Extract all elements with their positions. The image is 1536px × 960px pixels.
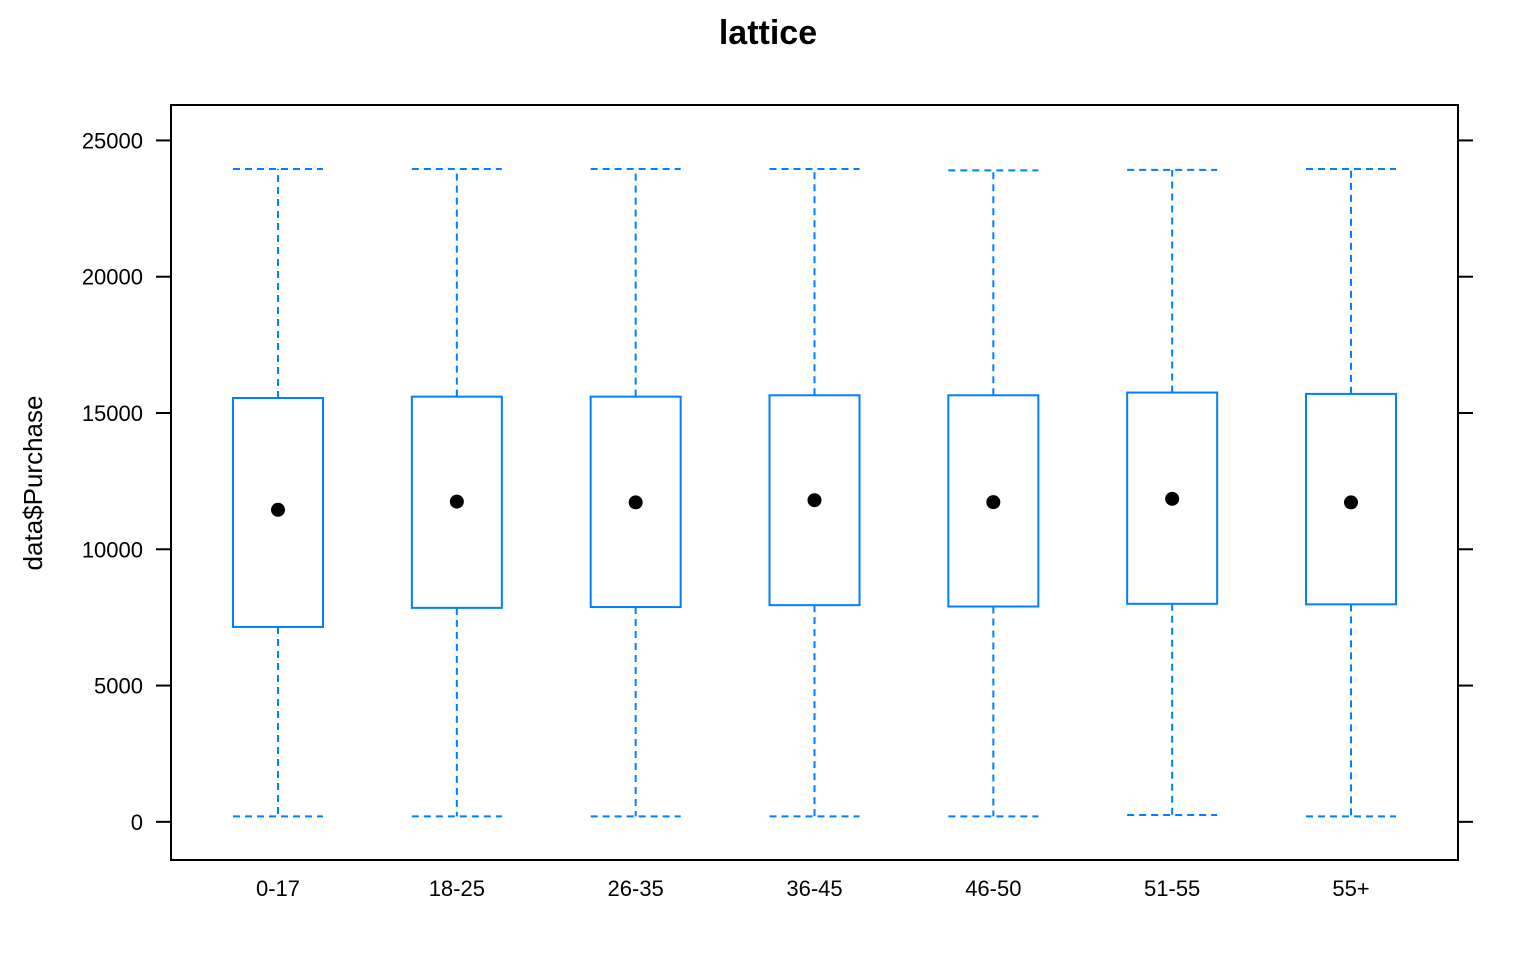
iqr-box xyxy=(589,395,682,609)
y-axis: 0 5000 10000 15000 20000 25000 xyxy=(82,128,1473,835)
iqr-box xyxy=(232,397,324,628)
x-axis: 0-17 18-25 26-35 36-45 46-50 51-55 55+ xyxy=(256,876,1370,901)
boxes-group xyxy=(232,168,1397,818)
x-tick-label: 36-45 xyxy=(786,876,842,901)
y-tick-label: 25000 xyxy=(82,128,143,153)
y-tick-label: 10000 xyxy=(82,537,143,562)
y-tick-label: 15000 xyxy=(82,401,143,426)
median-point xyxy=(1344,495,1358,510)
y-tick-label: 0 xyxy=(131,810,143,835)
median-point xyxy=(1165,491,1180,506)
median-point xyxy=(807,493,822,508)
x-tick-label: 26-35 xyxy=(608,876,664,901)
iqr-box xyxy=(1126,391,1219,605)
plot-frame xyxy=(170,104,1459,861)
x-tick-label: 51-55 xyxy=(1144,876,1200,901)
median-point xyxy=(449,494,464,509)
median-point xyxy=(986,495,1001,510)
x-tick-label: 0-17 xyxy=(256,876,300,901)
x-tick-label: 46-50 xyxy=(965,876,1021,901)
iqr-box xyxy=(1305,392,1397,606)
y-tick-label: 5000 xyxy=(94,674,143,699)
y-tick-label: 20000 xyxy=(82,265,143,290)
median-point xyxy=(271,502,285,517)
iqr-box xyxy=(768,394,861,607)
y-axis-label: data$Purchase xyxy=(18,396,48,571)
chart-title: lattice xyxy=(719,14,817,52)
iqr-box xyxy=(410,395,503,609)
median-point xyxy=(628,495,643,510)
iqr-box xyxy=(947,394,1040,608)
x-tick-label: 18-25 xyxy=(429,876,485,901)
x-tick-label: 55+ xyxy=(1332,876,1369,901)
